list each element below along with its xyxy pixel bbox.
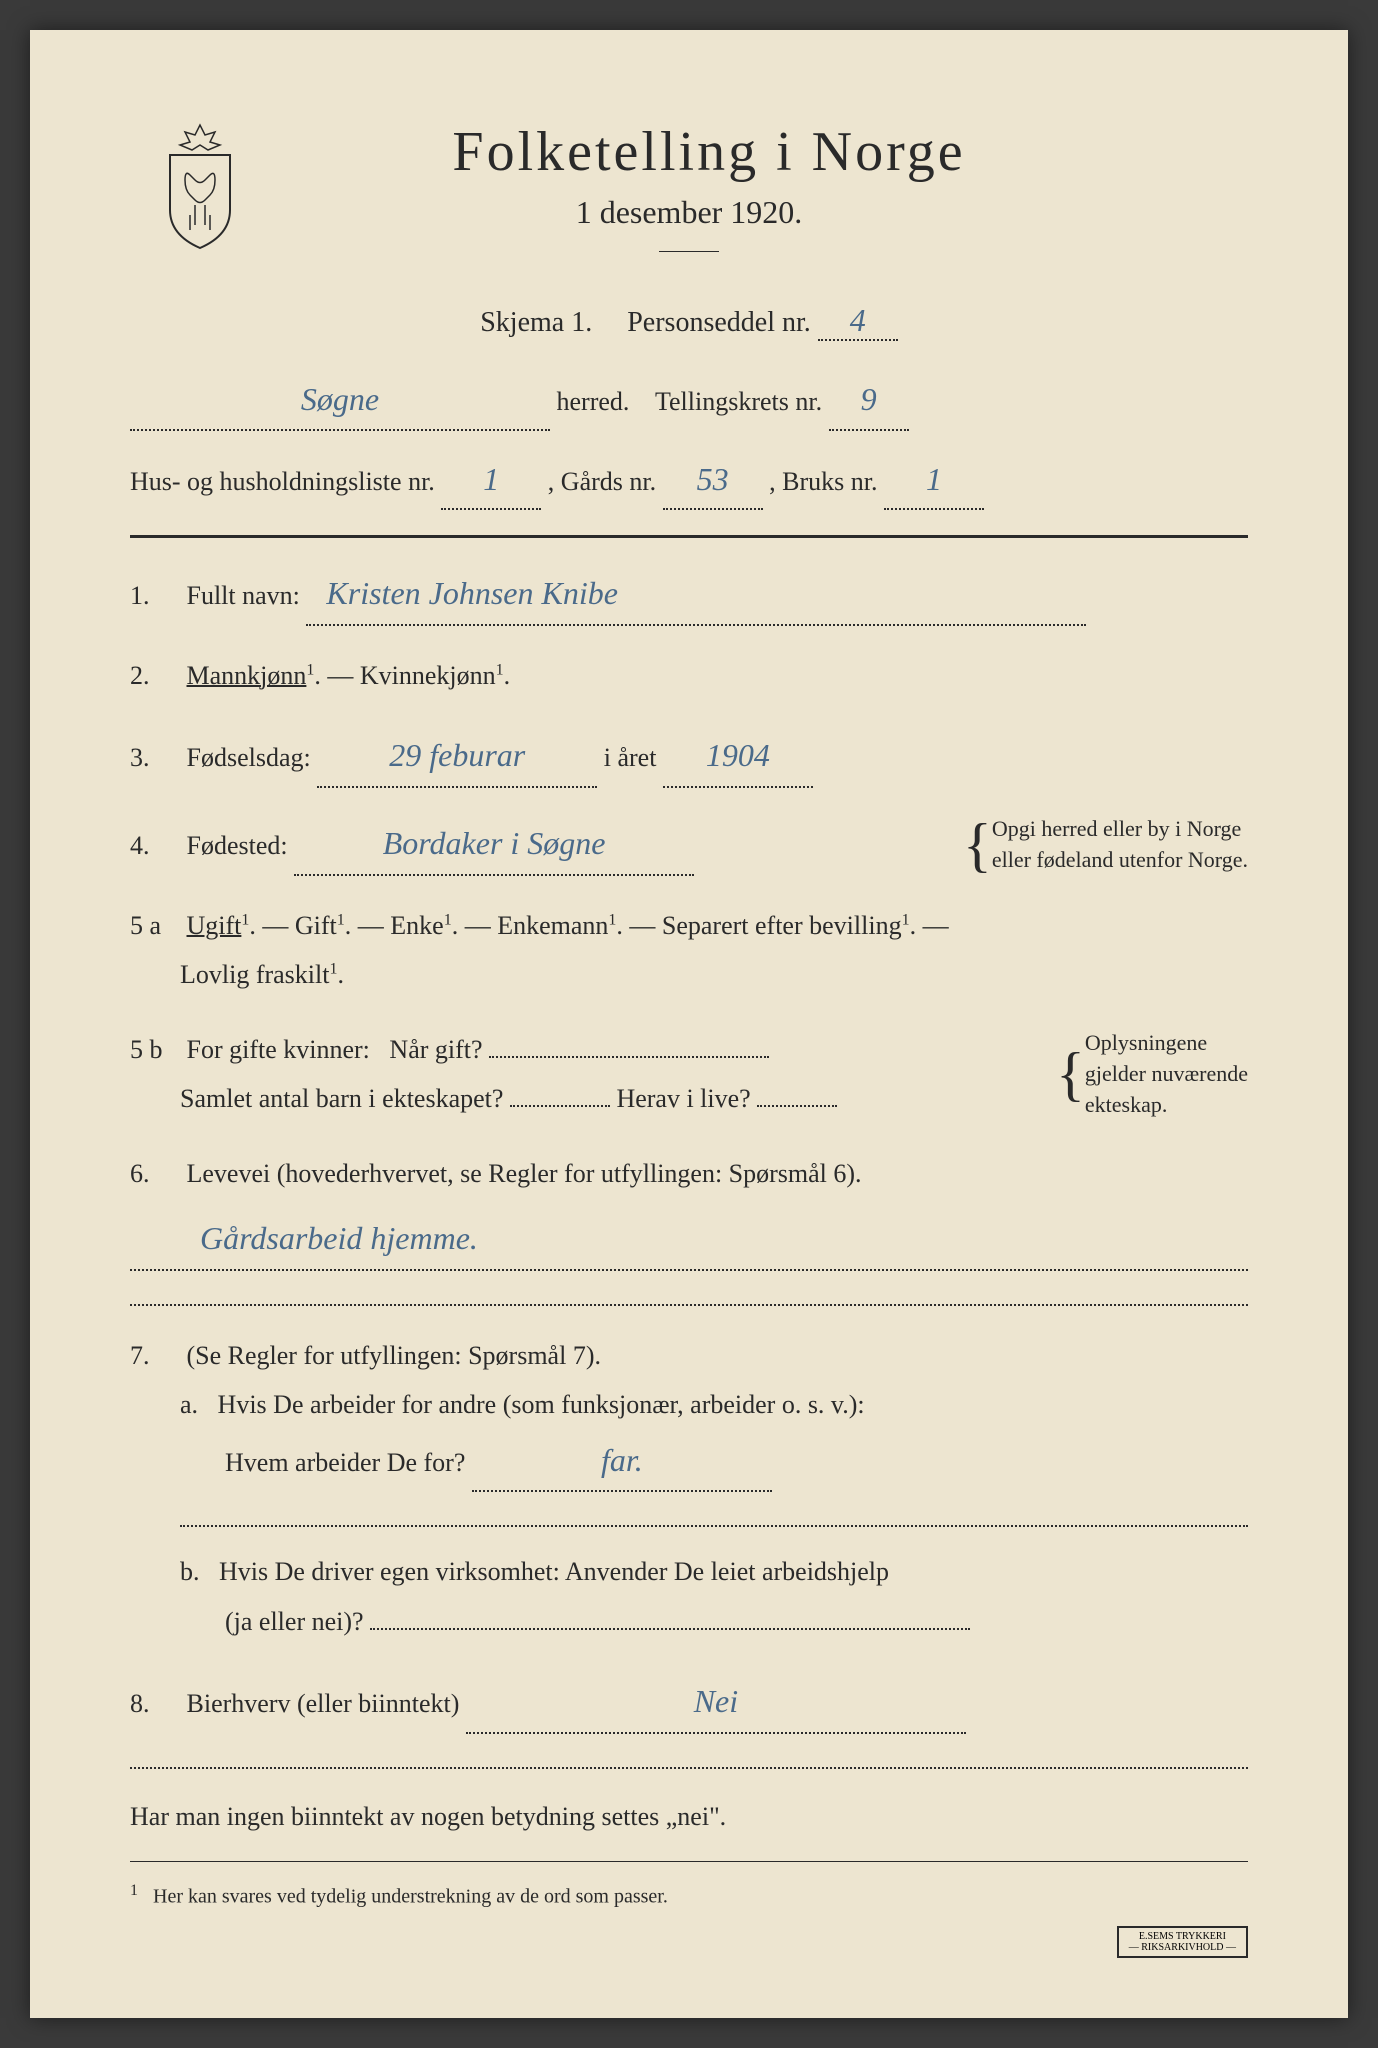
brace-icon: { <box>963 830 992 860</box>
bruks-value: 1 <box>926 451 942 509</box>
tellingskrets-value: 9 <box>861 371 877 429</box>
coat-of-arms-icon <box>150 120 250 250</box>
divider-thin <box>130 1861 1248 1862</box>
q4-label: Fødested: <box>187 831 288 860</box>
question-6: 6. Levevei (hovederhvervet, se Regler fo… <box>130 1149 1248 1306</box>
location-row-1: Søgne herred. Tellingskrets nr. 9 <box>130 371 1248 431</box>
q5a-ugift: Ugift <box>187 911 242 940</box>
divider-thick <box>130 535 1248 538</box>
q6-label: Levevei (hovederhvervet, se Regler for u… <box>187 1159 862 1188</box>
q4-value: Bordaker i Søgne <box>383 813 606 874</box>
q2-mann: Mannkjønn <box>187 661 307 690</box>
dotted-line <box>130 1276 1248 1306</box>
schema-label: Skjema 1. <box>480 307 592 338</box>
q3-label: Fødselsdag: <box>187 743 311 772</box>
q5b-q1: Når gift? <box>389 1035 482 1064</box>
gards-value: 53 <box>697 451 729 509</box>
q8-value: Nei <box>694 1671 738 1732</box>
gards-label: , Gårds nr. <box>548 467 656 496</box>
q8-label: Bierhverv (eller biinntekt) <box>187 1689 460 1718</box>
census-document: Folketelling i Norge 1 desember 1920. Sk… <box>30 30 1348 2018</box>
q5b-q3: Herav i live? <box>616 1084 750 1113</box>
question-7: 7. (Se Regler for utfyllingen: Spørsmål … <box>130 1331 1248 1646</box>
question-1: 1. Fullt navn: Kristen Johnsen Knibe <box>130 563 1248 626</box>
q7b-label: Hvis De driver egen virksomhet: Anvender… <box>219 1557 889 1586</box>
question-5b: 5 b For gifte kvinner: Når gift? Samlet … <box>130 1025 1248 1124</box>
q5b-note: Oplysningene gjelder nuværende ekteskap. <box>1085 1028 1248 1120</box>
q7-label: (Se Regler for utfyllingen: Spørsmål 7). <box>187 1341 601 1370</box>
crest-svg <box>150 120 250 250</box>
husliste-value: 1 <box>483 451 499 509</box>
schema-row: Skjema 1. Personseddel nr. 4 <box>130 302 1248 341</box>
q3-year-label: i året <box>604 743 657 772</box>
herred-value: Søgne <box>301 371 379 429</box>
q6-value: Gårdsarbeid hjemme. <box>200 1208 478 1269</box>
document-title: Folketelling i Norge <box>130 120 1248 184</box>
brace-icon: { <box>1056 1059 1085 1089</box>
question-8: 8. Bierhverv (eller biinntekt) Nei <box>130 1671 1248 1769</box>
footnote: 1 Her kan svares ved tydelig understrekn… <box>130 1882 1248 1909</box>
personseddel-label: Personseddel nr. <box>627 307 811 338</box>
q7b-q: (ja eller nei)? <box>130 1607 364 1636</box>
q5b-q2: Samlet antal barn i ekteskapet? <box>130 1084 503 1113</box>
footer-note: Har man ingen biinntekt av nogen betydni… <box>130 1794 1248 1841</box>
location-row-2: Hus- og husholdningsliste nr. 1 , Gårds … <box>130 451 1248 511</box>
printer-stamp: E.SEMS TRYKKERI— RIKSARKIVHOLD — <box>1117 1926 1248 1958</box>
q5a-enke: Enke <box>390 911 443 940</box>
q7a-label: Hvis De arbeider for andre (som funksjon… <box>218 1390 865 1419</box>
q5a-enkemann: Enkemann <box>497 911 608 940</box>
dotted-line <box>130 1739 1248 1769</box>
personseddel-value: 4 <box>850 302 866 339</box>
question-4: 4. Fødested: Bordaker i Søgne { Opgi her… <box>130 813 1248 876</box>
q2-kvinne: Kvinnekjønn <box>360 661 496 690</box>
q3-day: 29 feburar <box>389 725 525 786</box>
q1-label: Fullt navn: <box>187 581 300 610</box>
q5a-separert: Separert efter bevilling <box>662 911 902 940</box>
question-5a: 5 a Ugift1. — Gift1. — Enke1. — Enkemann… <box>130 901 1248 1000</box>
q7a-q: Hvem arbeider De for? <box>130 1448 465 1477</box>
divider <box>659 251 719 252</box>
q5b-label: For gifte kvinner: <box>187 1035 370 1064</box>
document-subtitle: 1 desember 1920. <box>130 194 1248 231</box>
question-2: 2. Mannkjønn1. — Kvinnekjønn1. <box>130 651 1248 700</box>
husliste-label: Hus- og husholdningsliste nr. <box>130 467 435 496</box>
q4-note: Opgi herred eller by i Norge eller fødel… <box>992 814 1248 876</box>
q7a-value: far. <box>601 1430 643 1491</box>
herred-label: herred. <box>557 387 630 416</box>
q5a-fraskilt: Lovlig fraskilt <box>130 960 329 989</box>
dotted-line <box>180 1497 1248 1527</box>
question-3: 3. Fødselsdag: 29 feburar i året 1904 <box>130 725 1248 788</box>
q3-year: 1904 <box>706 725 770 786</box>
document-header: Folketelling i Norge 1 desember 1920. <box>130 120 1248 252</box>
tellingskrets-label: Tellingskrets nr. <box>655 387 822 416</box>
q1-value: Kristen Johnsen Knibe <box>326 563 618 624</box>
bruks-label: , Bruks nr. <box>769 467 877 496</box>
q5a-gift: Gift <box>295 911 337 940</box>
